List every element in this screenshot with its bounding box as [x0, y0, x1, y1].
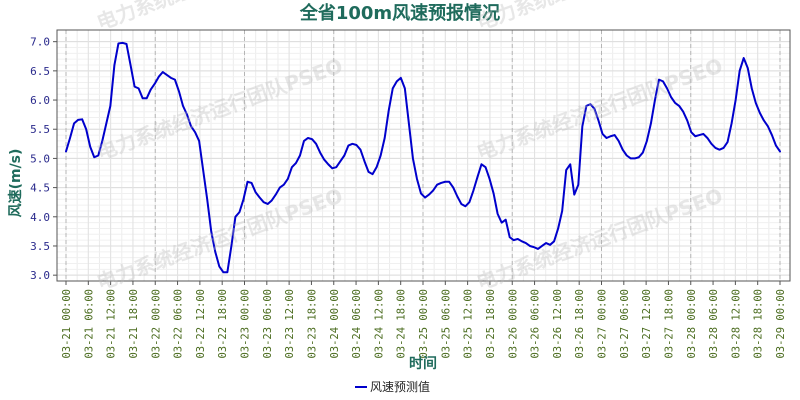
- y-tick-label: 3.0: [30, 269, 50, 282]
- x-axis-title: 时间: [409, 355, 437, 372]
- x-tick-label: 03-27 06:00: [619, 289, 631, 359]
- x-tick-label: 03-26 00:00: [507, 289, 519, 359]
- x-tick-label: 03-21 12:00: [106, 289, 118, 359]
- legend-label: 风速预测值: [370, 379, 430, 394]
- x-tick-label: 03-26 18:00: [574, 289, 586, 359]
- y-tick-label: 4.0: [30, 211, 50, 224]
- y-tick-label: 5.5: [30, 123, 50, 136]
- y-tick-label: 7.0: [30, 36, 50, 49]
- x-tick-label: 03-24 18:00: [396, 289, 408, 359]
- grid: [57, 30, 790, 281]
- x-tick-label: 03-28 06:00: [708, 289, 720, 359]
- y-tick-label: 3.5: [30, 240, 50, 253]
- x-tick-label: 03-21 18:00: [128, 289, 140, 359]
- watermark-text: 电力系统经济运行团队PSEO: [94, 183, 346, 294]
- x-tick-label: 03-22 12:00: [195, 289, 207, 359]
- x-tick-label: 03-26 06:00: [530, 289, 542, 359]
- x-tick-label: 03-23 00:00: [240, 289, 252, 359]
- x-tick-label: 03-25 06:00: [440, 289, 452, 359]
- x-tick-label: 03-22 18:00: [217, 289, 229, 359]
- x-tick-label: 03-23 12:00: [284, 289, 296, 359]
- watermark-text: 电力系统经济运行团队PSEO: [474, 0, 726, 35]
- x-tick-label: 03-27 12:00: [641, 289, 653, 359]
- x-tick-label: 03-24 12:00: [373, 289, 385, 359]
- x-tick-label: 03-25 00:00: [418, 289, 430, 359]
- x-tick-label: 03-21 06:00: [83, 289, 95, 359]
- y-tick-label: 6.5: [30, 65, 50, 78]
- x-tick-label: 03-24 06:00: [351, 289, 363, 359]
- y-tick-label: 5.0: [30, 152, 50, 165]
- x-tick-label: 03-22 06:00: [173, 289, 185, 359]
- x-tick-label: 03-28 12:00: [730, 289, 742, 359]
- legend: 风速预测值: [355, 379, 430, 394]
- x-tick-label: 03-27 18:00: [663, 289, 675, 359]
- y-tick-label: 4.5: [30, 182, 50, 195]
- x-tick-label: 03-27 00:00: [597, 289, 609, 359]
- series-line-wind-speed: [65, 41, 781, 274]
- x-axis-ticks: 03-21 00:00 03-21 06:00 03-21 12:00 03-21 1…: [61, 281, 787, 359]
- x-tick-label: 03-28 18:00: [753, 289, 765, 359]
- y-axis-title: 风速(m/s): [7, 149, 24, 218]
- x-tick-label: 03-23 06:00: [262, 289, 274, 359]
- x-tick-label: 03-23 18:00: [306, 289, 318, 359]
- x-tick-label: 03-28 00:00: [686, 289, 698, 359]
- x-tick-label: 03-26 12:00: [552, 289, 564, 359]
- x-tick-label: 03-24 00:00: [329, 289, 341, 359]
- x-tick-label: 03-25 12:00: [463, 289, 475, 359]
- watermark-text: 电力系统经济运行团队PSEO: [474, 53, 726, 164]
- x-tick-label: 03-21 00:00: [61, 289, 73, 359]
- x-tick-label: 03-29 00:00: [775, 289, 787, 359]
- x-tick-label: 03-22 00:00: [150, 289, 162, 359]
- chart-title: 全省100m风速预报情况: [299, 2, 500, 24]
- x-tick-label: 03-25 18:00: [485, 289, 497, 359]
- y-axis-ticks: 3.0 3.5 4.0 4.5 5.0 5.5 6.0 6.5 7.0: [30, 36, 57, 282]
- y-tick-label: 6.0: [30, 94, 50, 107]
